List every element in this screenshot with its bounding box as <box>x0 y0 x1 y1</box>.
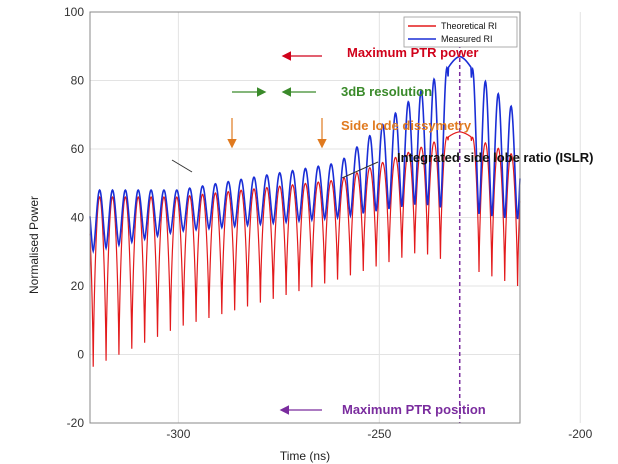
x-tick-label: -300 <box>166 427 190 441</box>
y-tick-label: 80 <box>71 74 85 88</box>
y-axis-label: Normalised Power <box>27 196 41 294</box>
legend-box <box>403 16 518 48</box>
annotation-max-power: Maximum PTR power <box>281 45 478 61</box>
annotation-resolution-text: 3dB resolution <box>341 84 432 99</box>
annotation-max-position-text: Maximum PTR position <box>342 402 486 417</box>
plot-frame <box>89 11 521 424</box>
x-axis-label: Time (ns) <box>280 449 330 463</box>
legend-label-measured: Measured RI <box>441 34 493 44</box>
y-tick-label: -20 <box>67 416 85 430</box>
annotation-islr: Integrated side lobe ratio (ISLR) <box>171 150 593 179</box>
y-tick-label: 20 <box>71 279 85 293</box>
y-tick-label: 0 <box>77 348 84 362</box>
x-tick-label: -200 <box>568 427 592 441</box>
series-line-measured <box>89 55 521 255</box>
annotation-side-lobe: Side lode dissymetry <box>227 118 472 149</box>
annotation-side-lobe-text: Side lode dissymetry <box>341 118 472 133</box>
y-tick-label: 60 <box>71 142 85 156</box>
legend-label-theoretical: Theoretical RI <box>441 21 497 31</box>
series-lines <box>89 55 521 367</box>
annotation-resolution: 3dB resolution <box>232 84 432 99</box>
annotation-max-position: Maximum PTR position <box>279 402 486 417</box>
y-tick-label: 100 <box>64 5 84 19</box>
series-line-theoretical <box>89 131 521 367</box>
annotation-max-power-text: Maximum PTR power <box>347 45 478 60</box>
y-tick-label: 40 <box>71 211 85 225</box>
annotation-islr-pointer-right <box>341 161 379 179</box>
legend: Theoretical RI Measured RI <box>403 16 518 48</box>
annotation-islr-pointer-left <box>171 159 193 173</box>
x-tick-label: -250 <box>367 427 391 441</box>
annotation-islr-text: Integrated side lobe ratio (ISLR) <box>397 150 593 165</box>
